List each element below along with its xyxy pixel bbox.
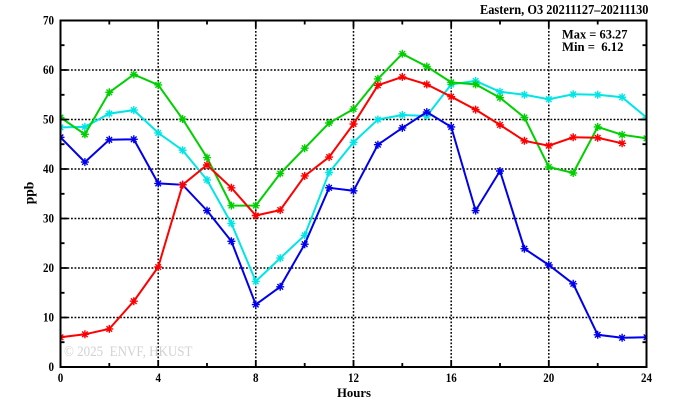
svg-text:60: 60 <box>43 62 54 77</box>
svg-text:0: 0 <box>58 370 64 385</box>
svg-text:70: 70 <box>43 13 54 28</box>
svg-text:24: 24 <box>641 370 652 385</box>
svg-text:12: 12 <box>348 370 359 385</box>
svg-text:Hours: Hours <box>337 385 371 400</box>
svg-text:4: 4 <box>155 370 161 385</box>
svg-text:8: 8 <box>253 370 259 385</box>
svg-text:0: 0 <box>49 359 55 374</box>
svg-text:16: 16 <box>446 370 457 385</box>
svg-text:Eastern, O3 20211127–20211130: Eastern, O3 20211127–20211130 <box>480 2 649 17</box>
svg-text:20: 20 <box>43 260 54 275</box>
svg-text:20: 20 <box>543 370 554 385</box>
svg-text:30: 30 <box>43 211 54 226</box>
svg-text:50: 50 <box>43 112 54 127</box>
svg-text:Min = 6.12: Min = 6.12 <box>562 40 624 54</box>
svg-text:40: 40 <box>43 161 54 176</box>
svg-text:Max = 63.27: Max = 63.27 <box>562 27 628 41</box>
svg-text:© 2025 ENVF, HKUST: © 2025 ENVF, HKUST <box>64 344 193 360</box>
svg-text:10: 10 <box>43 310 54 325</box>
svg-text:ppb: ppb <box>22 182 37 205</box>
